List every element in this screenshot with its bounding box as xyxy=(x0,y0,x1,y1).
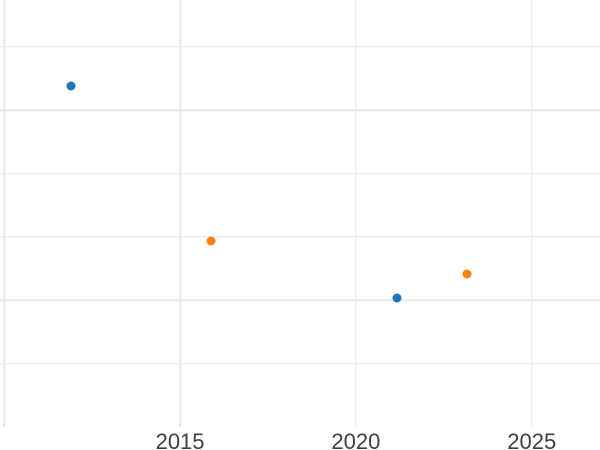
horizontal-gridline xyxy=(0,362,600,365)
vertical-gridline xyxy=(355,0,357,428)
horizontal-gridline xyxy=(0,46,600,48)
horizontal-gridline xyxy=(0,109,600,111)
x-tick-label: 2025 xyxy=(507,429,557,450)
scatter-point-series-blue xyxy=(392,293,402,303)
scatter-point-series-orange xyxy=(462,269,472,279)
vertical-gridline xyxy=(3,0,5,428)
horizontal-gridline xyxy=(0,299,600,302)
horizontal-gridline xyxy=(0,236,600,238)
scatter-point-series-blue xyxy=(66,81,76,91)
scatter-point-series-orange xyxy=(206,236,216,246)
x-tick-label: 2015 xyxy=(155,429,205,450)
x-tick-label: 2020 xyxy=(331,429,381,450)
vertical-gridline xyxy=(531,0,533,428)
horizontal-gridline xyxy=(0,172,600,175)
vertical-gridline xyxy=(179,0,181,428)
